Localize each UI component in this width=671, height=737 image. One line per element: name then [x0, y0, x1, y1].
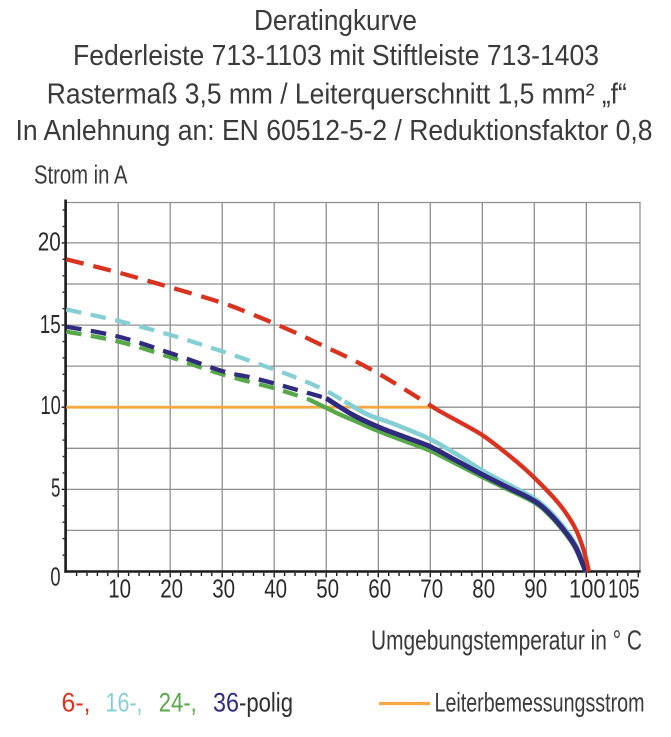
svg-text:60: 60 [368, 573, 391, 603]
svg-text:16-,: 16-, [106, 687, 143, 717]
svg-text:80: 80 [472, 573, 495, 603]
svg-text:15: 15 [40, 309, 61, 339]
svg-text:50: 50 [316, 573, 339, 603]
svg-text:105: 105 [608, 573, 640, 603]
svg-text:Strom in A: Strom in A [34, 161, 128, 189]
svg-text:Deratingkurve: Deratingkurve [254, 5, 417, 37]
svg-text:0: 0 [50, 562, 60, 592]
svg-text:100: 100 [569, 573, 606, 603]
svg-text:5: 5 [51, 473, 60, 503]
svg-text:10: 10 [41, 390, 61, 420]
svg-text:30: 30 [212, 573, 235, 603]
svg-text:10: 10 [108, 573, 131, 603]
svg-text:Rastermaß 3,5 mm / Leiterquers: Rastermaß 3,5 mm / Leiterquerschnitt 1,5… [47, 78, 627, 110]
svg-text:36: 36 [213, 687, 239, 717]
svg-text:40: 40 [264, 573, 287, 603]
svg-text:Leiterbemessungsstrom: Leiterbemessungsstrom [435, 687, 645, 717]
svg-text:20: 20 [38, 227, 61, 257]
svg-text:90: 90 [524, 573, 547, 603]
svg-text:Federleiste 713-1103 mit Stift: Federleiste 713-1103 mit Stiftleiste 713… [73, 40, 599, 72]
svg-text:Umgebungstemperatur in ° C: Umgebungstemperatur in ° C [371, 625, 642, 656]
svg-text:20: 20 [160, 573, 183, 603]
svg-text:70: 70 [420, 573, 443, 603]
svg-text:24-,: 24-, [159, 687, 197, 717]
svg-text:-polig: -polig [239, 687, 293, 717]
svg-text:In Anlehnung an: EN 60512-5-2: In Anlehnung an: EN 60512-5-2 / Reduktio… [16, 115, 653, 147]
svg-text:6-,: 6-, [62, 687, 91, 717]
